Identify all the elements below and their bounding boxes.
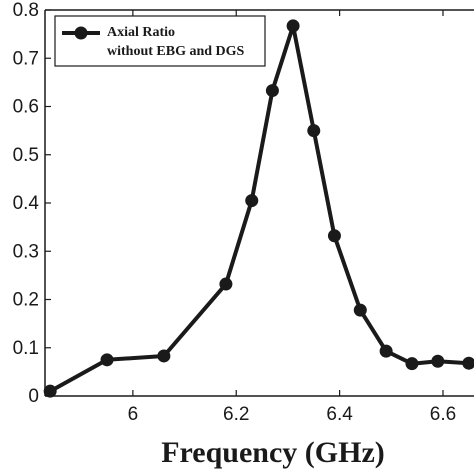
y-tick-label: 0 — [28, 386, 39, 407]
x-tick-label: 6.4 — [326, 404, 353, 425]
y-tick-label: 0.7 — [13, 48, 39, 69]
x-axis-title: Frequency (GHz) — [161, 436, 385, 469]
axes: 0 0.1 0.2 0.3 0.4 0.5 0.6 0.7 0.8 6 6.2 6.4 6.6 — [13, 0, 474, 425]
y-tick-label: 0.4 — [13, 193, 40, 214]
data-point — [43, 384, 57, 398]
legend-box — [54, 15, 266, 67]
x-tick-label: 6 — [128, 404, 139, 425]
data-point — [379, 344, 393, 358]
data-point — [286, 19, 300, 33]
data-point — [405, 357, 419, 371]
y-tick-label: 0.3 — [13, 241, 39, 262]
data-point — [245, 194, 259, 208]
data-point — [157, 349, 171, 363]
plot-background — [45, 10, 474, 396]
data-point — [100, 353, 114, 367]
data-point — [327, 229, 341, 243]
data-point — [462, 356, 474, 370]
x-tick-label: 6.2 — [223, 404, 249, 425]
x-tick-label: 6.6 — [430, 404, 456, 425]
data-point — [431, 354, 445, 368]
y-tick-label: 0.2 — [13, 290, 39, 311]
legend-label: Axial Ratio — [107, 25, 175, 40]
data-point — [307, 124, 321, 138]
legend-label: without EBG and DGS — [107, 44, 245, 59]
data-point — [353, 303, 367, 317]
y-tick-label: 0.5 — [13, 145, 39, 166]
legend: Axial Ratio without EBG and DGS — [54, 15, 266, 67]
y-tick-label: 0.8 — [13, 0, 39, 21]
y-tick-label: 0.6 — [13, 97, 39, 118]
legend-marker — [74, 26, 88, 40]
y-tick-label: 0.1 — [13, 338, 39, 359]
data-point — [265, 84, 279, 98]
series-layer — [43, 19, 474, 398]
data-point — [219, 277, 233, 291]
plot-area — [45, 10, 474, 396]
